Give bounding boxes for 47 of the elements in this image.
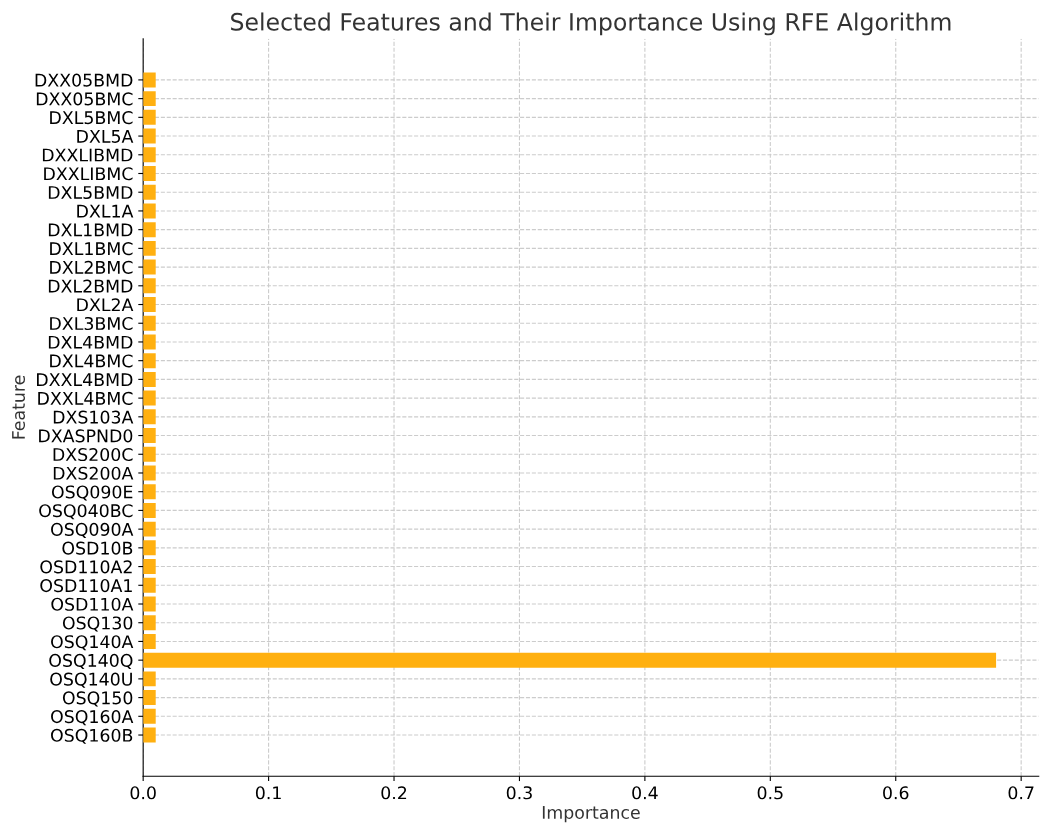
y-tick-label: DXL5BMC <box>50 111 133 125</box>
y-tick-label: OSQ090A <box>51 522 134 538</box>
y-tick-label: DXL3BMC <box>50 316 133 331</box>
y-tick-label: OSQ140A <box>51 635 134 651</box>
y-tick-label: DXL1BMC <box>50 242 133 256</box>
chart-title: Selected Features and Their Importance Using RFE Algorithm <box>231 12 951 36</box>
y-tick-label: DXXL4BMD <box>37 373 133 386</box>
x-tick-label: 0.0 <box>130 786 156 800</box>
y-tick-label: OSQ090E <box>51 485 133 501</box>
y-tick-label: DXX05BMD <box>35 73 133 87</box>
y-axis-title: Feature <box>12 375 26 439</box>
y-tick-label: OSD110A2 <box>40 560 132 574</box>
x-axis-title: Importance <box>542 806 640 823</box>
y-tick-label: DXL5BMD <box>48 186 133 200</box>
y-tick-label: OSQ140U <box>50 672 132 688</box>
y-tick-label: DXASPND0 <box>39 429 133 443</box>
y-tick-label: DXL1BMD <box>48 223 133 237</box>
x-tick-label: 0.4 <box>632 786 658 800</box>
y-tick-label: DXL2BMD <box>48 279 133 293</box>
y-tick-label: DXL5A <box>77 130 134 143</box>
y-tick-label: DXL2A <box>77 298 134 312</box>
y-tick-label: DXS103A <box>53 410 134 424</box>
y-tick-label: OSQ040BC <box>39 504 133 520</box>
x-tick-label: 0.1 <box>255 786 281 800</box>
y-tick-label: OSD110A1 <box>40 579 132 593</box>
y-tick-label: OSQ160B <box>51 728 133 744</box>
x-tick-label: 0.7 <box>1008 786 1034 800</box>
y-tick-label: OSD110A <box>51 597 134 611</box>
y-tick-label: DXXLIBMD <box>42 148 133 162</box>
y-tick-label: DXS200A <box>53 466 134 480</box>
y-tick-label: DXXLIBMC <box>44 167 133 181</box>
y-tick-label: DXXL4BMC <box>38 391 133 405</box>
y-tick-label: OSQ140Q <box>49 653 133 669</box>
y-tick-label: DXS200C <box>53 447 133 462</box>
x-tick-label: 0.2 <box>381 786 407 800</box>
y-tick-label: OSD10B <box>62 541 133 555</box>
y-tick-label: DXL2BMC <box>50 260 133 274</box>
x-tick-label: 0.6 <box>883 786 909 800</box>
y-tick-label: DXL4BMD <box>48 335 133 349</box>
y-tick-label: DXL1A <box>77 204 134 218</box>
x-tick-label: 0.5 <box>757 786 783 800</box>
y-tick-label: OSQ130 <box>62 616 133 632</box>
y-tick-label: DXX05BMC <box>36 92 133 106</box>
y-tick-label: OSQ150 <box>62 691 133 707</box>
y-tick-label: DXL4BMC <box>50 354 133 368</box>
x-tick-label: 0.3 <box>506 786 532 800</box>
y-tick-label: OSQ160A <box>51 710 134 726</box>
